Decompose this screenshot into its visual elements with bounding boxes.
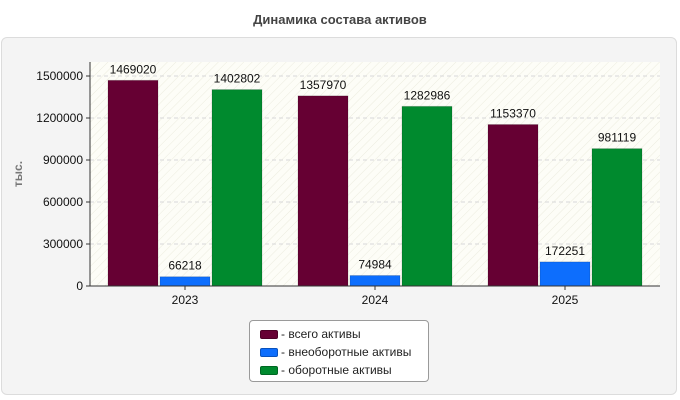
legend-label-current: - оборотные активы — [281, 363, 392, 377]
chart-title: Динамика состава активов — [253, 12, 427, 27]
bar — [539, 261, 591, 287]
data-label: 66218 — [168, 259, 202, 273]
chart-legend: - всего активы - внеоборотные активы - о… — [249, 320, 429, 382]
bar — [159, 276, 211, 287]
data-label: 1469020 — [110, 62, 157, 76]
y-tick-label: 1200000 — [36, 111, 83, 125]
legend-label-noncurrent: - внеоборотные активы — [281, 345, 412, 359]
bar — [349, 275, 401, 287]
legend-swatch-current — [260, 365, 278, 375]
x-tick-labels: 2023 2024 2025 — [172, 286, 579, 307]
bar — [107, 79, 159, 287]
legend-label-total: - всего активы — [281, 327, 361, 341]
y-tick-label: 900000 — [43, 153, 83, 167]
data-label: 74984 — [358, 258, 392, 272]
data-label: 172251 — [545, 244, 585, 258]
data-label: 981119 — [598, 131, 637, 145]
legend-swatch-total — [260, 329, 278, 339]
bars — [107, 79, 643, 287]
y-tick-label: 600000 — [43, 195, 83, 209]
y-tick-labels: 0 300000 600000 900000 1200000 1500000 — [36, 69, 90, 293]
x-tick-label: 2025 — [552, 293, 579, 307]
data-label: 1153370 — [490, 107, 536, 121]
legend-item-current: - оборотные активы — [260, 361, 428, 379]
y-axis-label: тыс. — [11, 161, 25, 187]
legend-swatch-noncurrent — [260, 347, 278, 357]
y-tick-label: 0 — [76, 279, 83, 293]
legend-item-total: - всего активы — [260, 325, 428, 343]
data-labels: 1469020 66218 1402802 1357970 74984 1282986 11… — [110, 62, 637, 272]
x-tick-label: 2024 — [362, 293, 389, 307]
data-label: 1282986 — [404, 88, 451, 102]
data-label: 1402802 — [214, 72, 261, 86]
legend-item-noncurrent: - внеоборотные активы — [260, 343, 428, 361]
bar — [591, 148, 643, 287]
x-tick-label: 2023 — [172, 293, 199, 307]
y-tick-label: 1500000 — [36, 69, 83, 83]
bar — [297, 95, 349, 287]
data-label: 1357970 — [300, 78, 347, 92]
plot-area — [90, 62, 660, 286]
bar — [401, 105, 453, 287]
bar — [487, 124, 539, 287]
y-tick-label: 300000 — [43, 237, 83, 251]
gridlines — [90, 75, 660, 245]
bar — [211, 89, 263, 287]
